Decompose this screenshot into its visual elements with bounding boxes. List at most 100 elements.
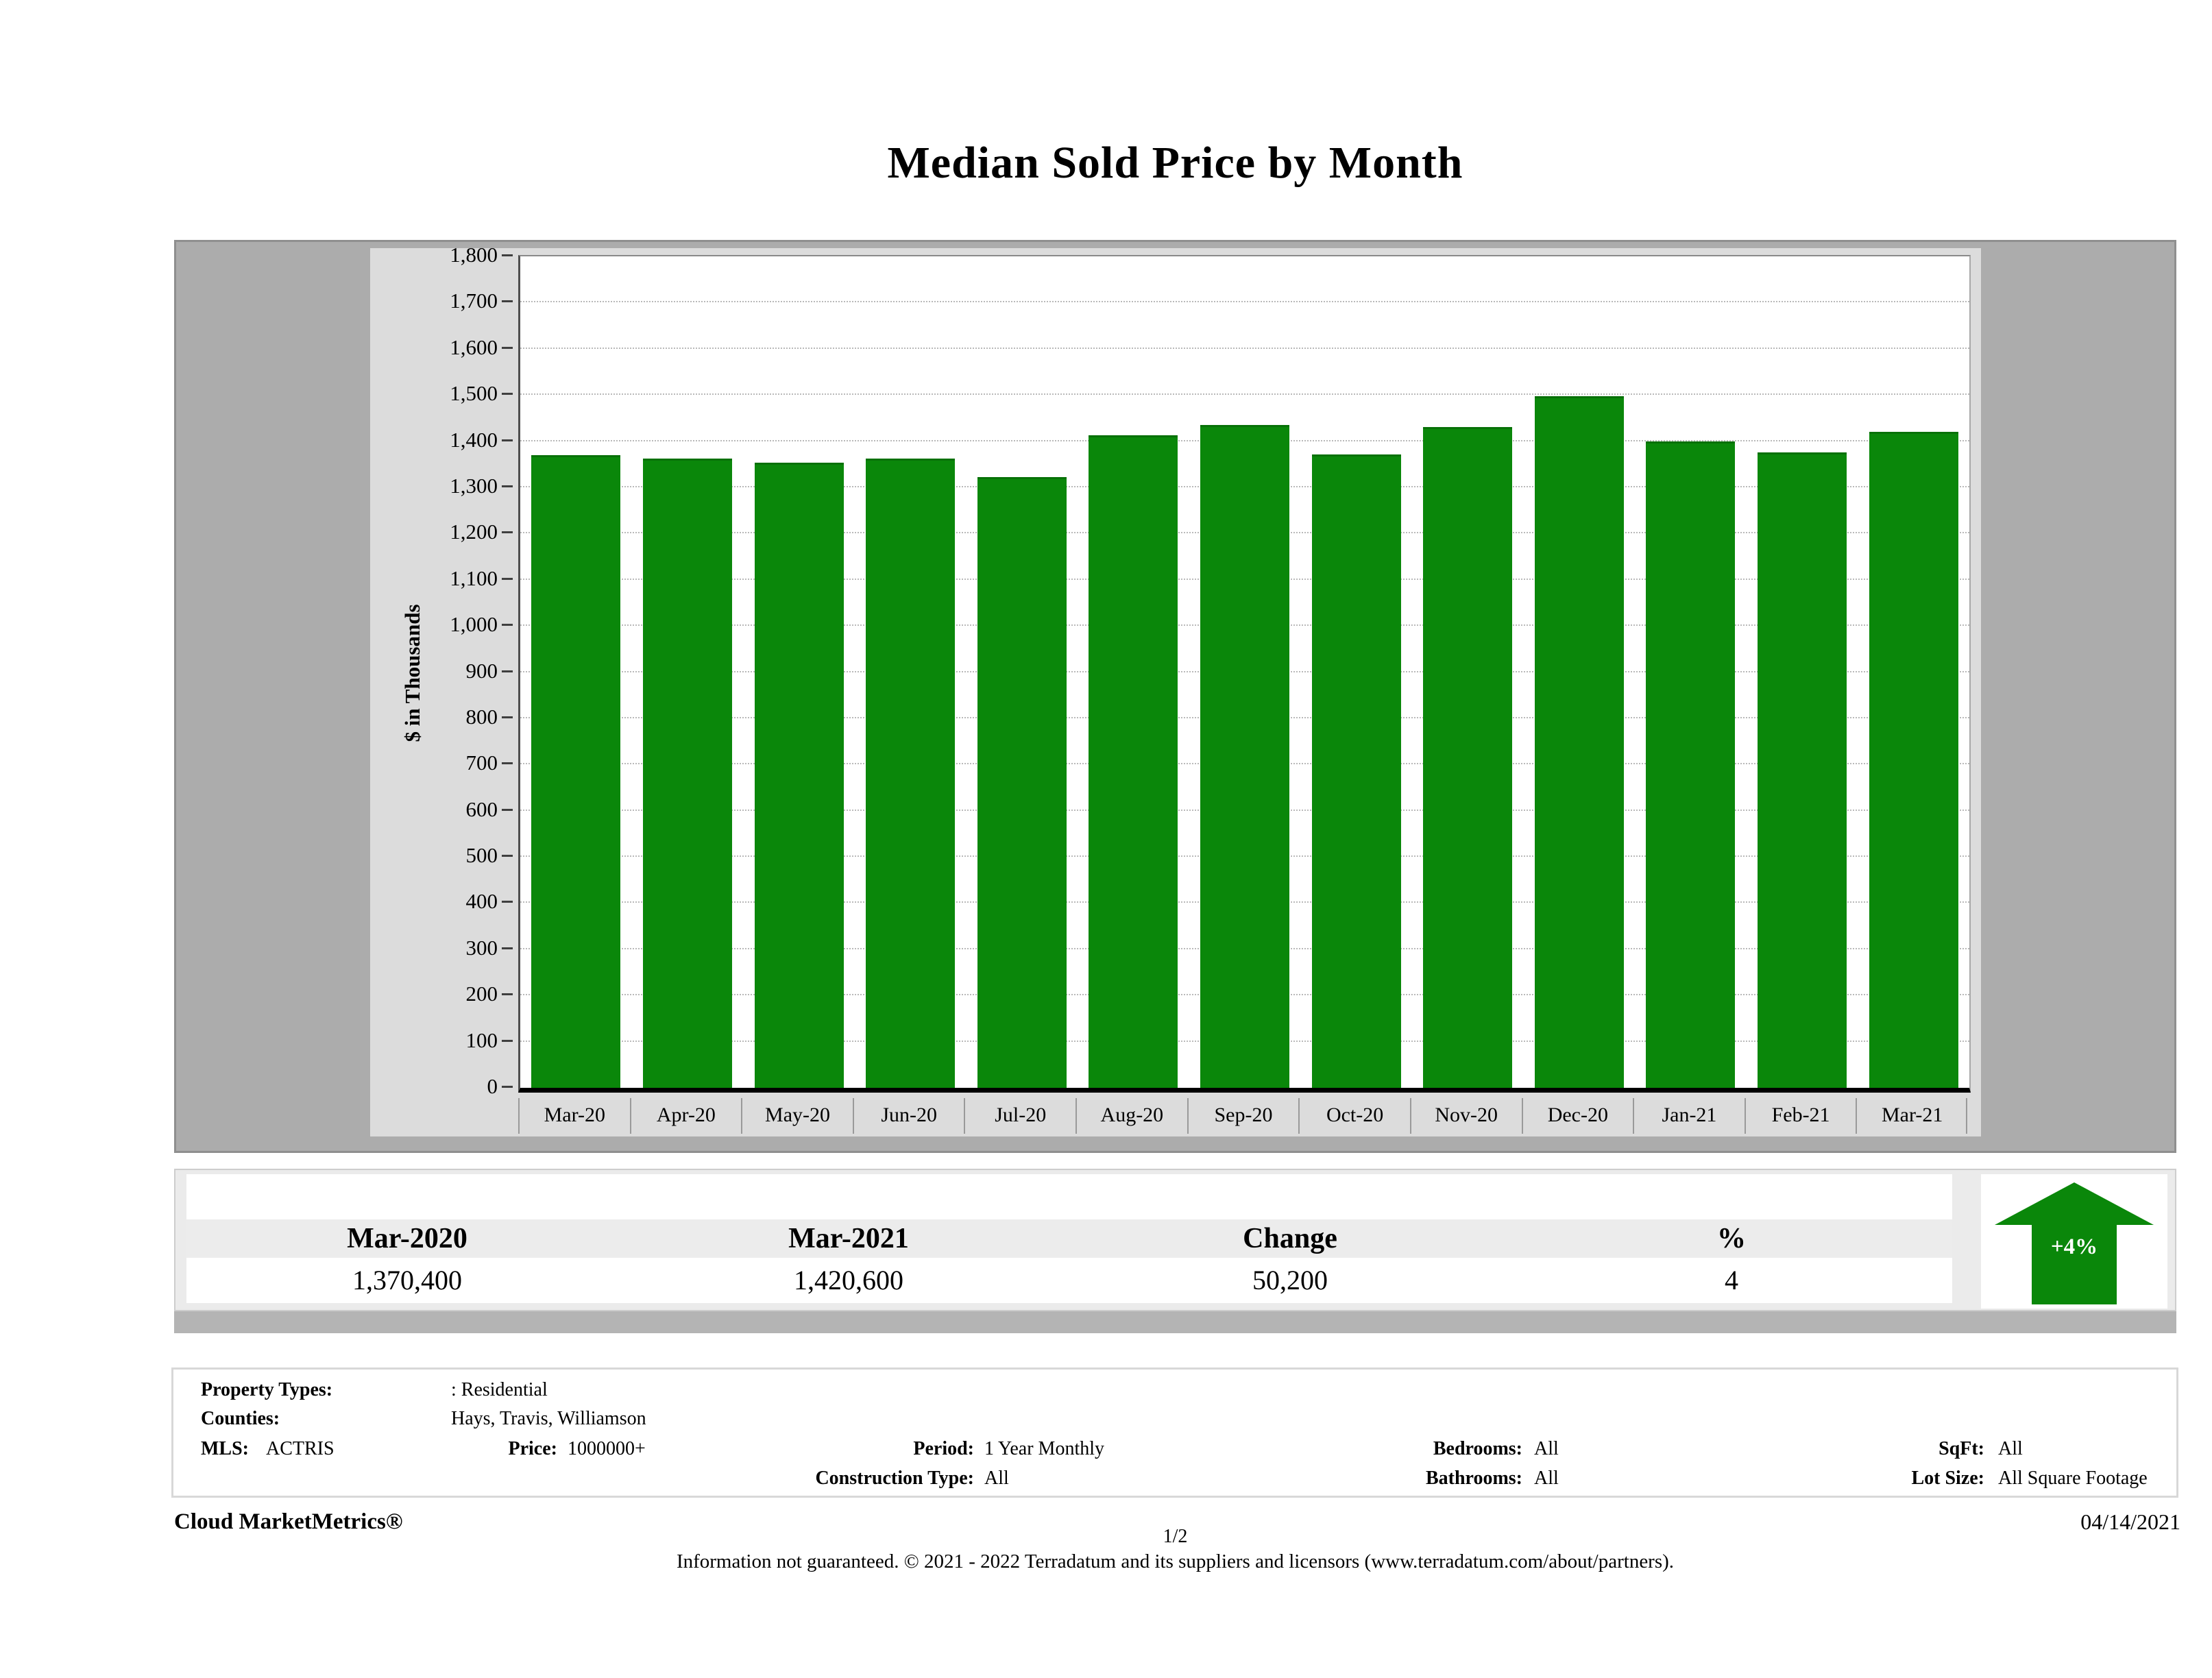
y-tick-mark — [502, 624, 513, 627]
bar-feb-21 — [1758, 452, 1847, 1088]
summary-value-cell: 50,200 — [1252, 1265, 1328, 1296]
chart-container: $ in Thousands Mar-20 Apr-20 May-20 Jun-20 J… — [174, 240, 2176, 1153]
property-types-value: : Residential — [451, 1379, 548, 1400]
gridline — [520, 347, 1969, 349]
bathrooms-label: Bathrooms: — [1425, 1468, 1522, 1489]
y-tick-label: 800 — [465, 704, 498, 729]
y-tick-label: 1,600 — [450, 335, 498, 359]
y-tick-mark — [502, 762, 513, 765]
sqft-value: All — [1998, 1438, 2023, 1459]
x-tick-label: Apr-20 — [629, 1098, 742, 1134]
y-tick-mark — [502, 808, 513, 811]
y-tick-mark — [502, 1039, 513, 1042]
bar-nov-20 — [1423, 427, 1513, 1088]
y-tick-mark — [502, 855, 513, 858]
y-tick-label: 1,400 — [450, 427, 498, 452]
y-tick-label: 1,200 — [450, 520, 498, 544]
y-tick-mark — [502, 901, 513, 903]
x-axis-end-tick — [1966, 1098, 1967, 1134]
y-tick-label: 1,300 — [450, 473, 498, 498]
x-tick-label: Aug-20 — [1075, 1098, 1187, 1134]
page-number: 1/2 — [1163, 1526, 1188, 1547]
y-tick-mark — [502, 947, 513, 949]
y-tick-mark — [502, 300, 513, 303]
summary-header-cell: % — [1717, 1223, 1746, 1254]
chart-title: Median Sold Price by Month — [887, 138, 1463, 188]
bar-apr-20 — [642, 459, 732, 1088]
y-tick-mark — [502, 993, 513, 996]
bar-aug-20 — [1089, 435, 1178, 1088]
summary-spacer-row — [186, 1174, 1952, 1219]
y-tick-mark — [502, 716, 513, 718]
x-tick-label: Feb-21 — [1744, 1098, 1856, 1134]
sqft-label: SqFt: — [1938, 1438, 1984, 1459]
summary-header-cell: Change — [1243, 1223, 1337, 1254]
y-tick-mark — [502, 670, 513, 672]
period-value: 1 Year Monthly — [984, 1438, 1105, 1459]
bedrooms-value: All — [1534, 1438, 1559, 1459]
summary-value-cell: 1,420,600 — [794, 1265, 903, 1296]
bedrooms-label: Bedrooms: — [1433, 1438, 1522, 1459]
bar-mar-20 — [531, 454, 621, 1088]
counties-value: Hays, Travis, Williamson — [451, 1408, 646, 1429]
y-tick-mark — [502, 577, 513, 580]
bar-may-20 — [754, 463, 844, 1088]
y-tick-label: 900 — [465, 658, 498, 683]
bar-jan-21 — [1646, 441, 1736, 1088]
bar-mar-21 — [1869, 431, 1958, 1088]
x-tick-label: Jul-20 — [964, 1098, 1075, 1134]
y-tick-label: 500 — [465, 843, 498, 868]
gridline — [520, 393, 1969, 396]
y-tick-label: 1,000 — [450, 612, 498, 637]
x-axis-strip: Mar-20 Apr-20 May-20 Jun-20 Jul-20 Aug-20 Sep-… — [518, 1098, 1967, 1134]
y-tick-mark — [502, 254, 513, 256]
y-tick-label: 1,700 — [450, 289, 498, 313]
y-tick-label: 1,100 — [450, 566, 498, 590]
property-types-label: Property Types: — [201, 1379, 333, 1400]
bar-sep-20 — [1200, 424, 1289, 1088]
y-tick-label: 200 — [465, 982, 498, 1006]
y-tick-mark — [502, 1086, 513, 1088]
y-tick-label: 0 — [487, 1074, 498, 1098]
y-tick-label: 1,500 — [450, 381, 498, 406]
summary-value-cell: 4 — [1725, 1265, 1738, 1296]
x-tick-label: Oct-20 — [1298, 1098, 1410, 1134]
trend-arrow-box: +4% — [1981, 1174, 2167, 1309]
x-tick-label: Jan-21 — [1633, 1098, 1745, 1134]
summary-value-cell: 1,370,400 — [352, 1265, 462, 1296]
y-tick-label: 100 — [465, 1028, 498, 1052]
x-tick-label: Mar-21 — [1856, 1098, 1967, 1134]
summary-header-cell: Mar-2021 — [788, 1223, 909, 1254]
price-value: 1000000+ — [568, 1438, 646, 1459]
bar-jul-20 — [977, 477, 1067, 1088]
x-tick-label: Nov-20 — [1409, 1098, 1522, 1134]
summary-value-row: 1,370,400 1,420,600 50,200 4 — [186, 1258, 1952, 1303]
y-tick-mark — [502, 393, 513, 396]
gridline — [520, 301, 1969, 303]
trend-arrow-label: +4% — [2050, 1235, 2098, 1259]
y-tick-label: 700 — [465, 751, 498, 775]
plot-area — [518, 255, 1971, 1093]
price-label: Price: — [508, 1438, 558, 1459]
y-tick-mark — [502, 485, 513, 487]
summary-header-cell: Mar-2020 — [347, 1223, 467, 1254]
y-tick-label: 1,800 — [450, 243, 498, 267]
x-tick-label: Dec-20 — [1521, 1098, 1633, 1134]
mls-label: MLS: — [201, 1438, 249, 1459]
construction-type-label: Construction Type: — [815, 1468, 974, 1489]
disclaimer-text: Information not guaranteed. © 2021 - 202… — [676, 1551, 1675, 1572]
summary-table: Mar-2020 Mar-2021 Change % 1,370,400 1,4… — [186, 1174, 1952, 1303]
x-tick-label: Sep-20 — [1187, 1098, 1299, 1134]
y-tick-mark — [502, 346, 513, 349]
chart-panel: $ in Thousands Mar-20 Apr-20 May-20 Jun-20 J… — [370, 243, 1981, 1136]
period-label: Period: — [913, 1438, 974, 1459]
bar-jun-20 — [866, 458, 956, 1088]
summary-header-row: Mar-2020 Mar-2021 Change % — [186, 1219, 1952, 1258]
y-tick-mark — [502, 531, 513, 534]
summary-bottom-band — [174, 1311, 2176, 1333]
bathrooms-value: All — [1534, 1468, 1559, 1489]
trend-up-arrow-icon — [1995, 1182, 2154, 1225]
y-tick-label: 300 — [465, 935, 498, 960]
construction-type-value: All — [984, 1468, 1009, 1489]
